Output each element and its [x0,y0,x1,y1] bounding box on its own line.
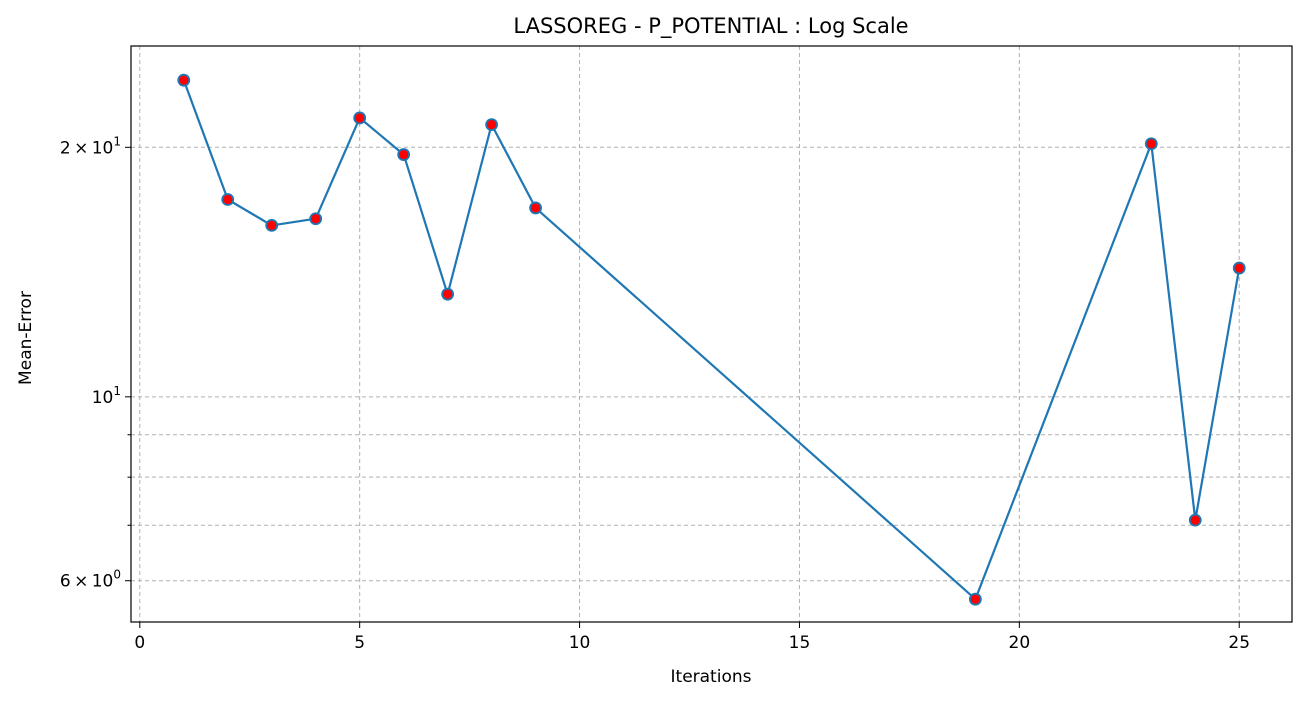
x-tick-label: 5 [354,633,365,653]
x-tick-label: 20 [1009,633,1031,653]
x-axis: 0 5 10 15 20 25 [134,622,1250,653]
y-tick-label: 2 × 101 [60,134,121,158]
chart-title: LASSOREG - P_POTENTIAL : Log Scale [513,14,908,39]
data-point [397,148,411,161]
x-tick-label: 0 [134,633,145,653]
series-line [182,79,1241,601]
x-axis-label: Iterations [671,667,752,687]
data-point [265,218,279,232]
data-point [485,118,499,132]
y-axis: 6 × 100 101 2 × 101 [60,134,131,592]
series-layer [177,73,1246,606]
grid [131,46,1292,622]
x-tick-label: 15 [789,633,811,653]
x-tick-label: 10 [569,633,591,653]
data-point [353,111,367,125]
data-point [221,193,235,206]
y-tick-label: 101 [92,384,121,408]
y-axis-label: Mean-Error [16,291,36,385]
data-point [177,73,191,87]
x-tick-label: 25 [1228,633,1250,653]
data-point [1232,261,1246,275]
data-point [529,201,542,215]
plot-frame [130,45,1293,623]
data-point [1144,137,1158,151]
data-point [1188,513,1202,527]
data-point [441,287,455,301]
data-point [968,592,982,606]
data-point [309,212,323,226]
y-tick-label: 6 × 100 [60,568,121,592]
